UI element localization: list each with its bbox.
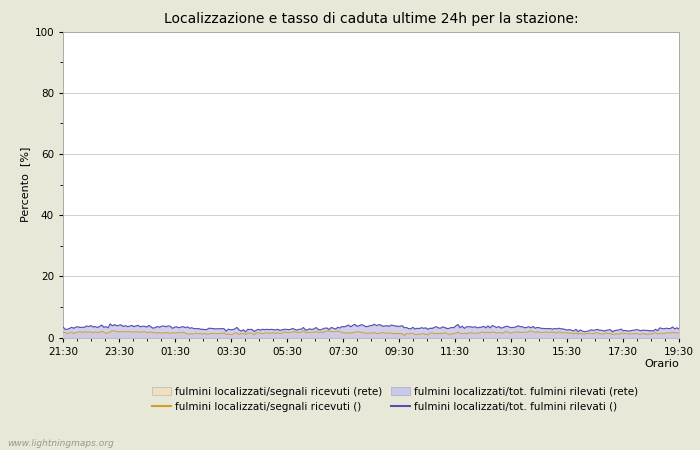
Text: www.lightningmaps.org: www.lightningmaps.org bbox=[7, 439, 113, 448]
Y-axis label: Percento  [%]: Percento [%] bbox=[20, 147, 30, 222]
Text: Orario: Orario bbox=[644, 359, 679, 369]
Title: Localizzazione e tasso di caduta ultime 24h per la stazione:: Localizzazione e tasso di caduta ultime … bbox=[164, 12, 578, 26]
Legend: fulmini localizzati/segnali ricevuti (rete), fulmini localizzati/segnali ricevut: fulmini localizzati/segnali ricevuti (re… bbox=[148, 382, 642, 416]
